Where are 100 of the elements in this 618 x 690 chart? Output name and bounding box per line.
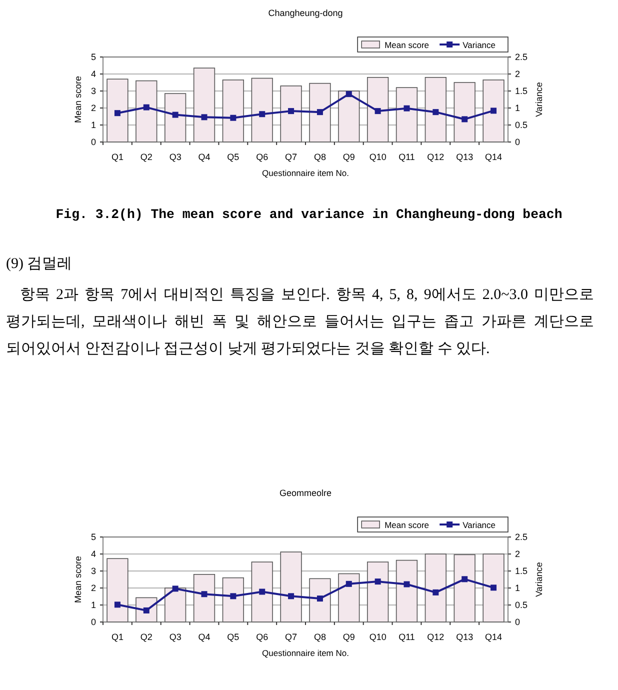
point — [404, 581, 410, 588]
point — [374, 578, 381, 585]
x-tick-label: Q8 — [314, 152, 326, 162]
bar — [424, 554, 446, 622]
x-tick-label: Q1 — [111, 152, 124, 162]
legend-label: Mean score — [384, 40, 430, 50]
y2-tick-label: 0.5 — [515, 120, 528, 130]
x-axis-title: Questionnaire item No. — [262, 648, 349, 658]
x-tick-label: Q4 — [198, 152, 210, 162]
bar — [280, 552, 302, 622]
point — [172, 586, 178, 592]
bar — [193, 574, 216, 622]
x-tick-label: Q7 — [285, 152, 298, 162]
y-tick-label: 4 — [90, 549, 96, 559]
y2-tick-label: 2 — [515, 69, 520, 79]
y-tick-label: 0 — [90, 137, 96, 147]
bar — [309, 82, 331, 142]
point — [201, 591, 208, 598]
point — [404, 105, 410, 112]
point — [462, 116, 468, 122]
y-tick-label: 5 — [90, 532, 96, 542]
y2-tick-label: 1.5 — [515, 566, 528, 576]
text: (9) 검멀레 — [6, 255, 72, 273]
point — [288, 108, 294, 114]
point — [374, 108, 381, 114]
point — [432, 109, 439, 116]
bar — [309, 578, 331, 622]
y2-axis-title: Variance — [534, 562, 544, 597]
bar — [367, 77, 389, 142]
point — [316, 596, 323, 602]
legend-label: Variance — [462, 520, 496, 530]
y-tick-label: 5 — [90, 52, 96, 62]
y-tick-label: 2 — [90, 103, 96, 113]
bar — [338, 90, 360, 142]
point — [316, 109, 323, 116]
bar — [136, 80, 158, 142]
x-tick-label: Q9 — [342, 152, 355, 162]
x-tick-label: Q6 — [256, 152, 268, 162]
x-tick-label: Q10 — [369, 632, 386, 642]
y-tick-label: 3 — [90, 86, 96, 96]
caption: Fig. 3.2(h) The mean score and variance in Changheung-dong beach — [54, 207, 564, 222]
bar — [338, 573, 360, 622]
y2-tick-label: 2 — [515, 549, 520, 559]
y-tick-label: 1 — [90, 120, 96, 130]
chart-title: Changheung-dong — [268, 8, 343, 18]
y2-tick-label: 2.5 — [515, 52, 528, 62]
bar — [193, 68, 216, 142]
y-tick-label: 2 — [90, 583, 96, 593]
bar — [222, 80, 244, 142]
bar — [454, 82, 476, 142]
bar — [106, 78, 128, 142]
x-tick-label: Q10 — [369, 152, 386, 162]
bar — [396, 560, 418, 622]
y-tick-label: 4 — [90, 69, 96, 79]
y2-tick-label: 1 — [515, 583, 520, 593]
point — [462, 576, 468, 582]
y-axis-title: Mean score — [73, 76, 83, 124]
text: 항목 2과 항목 7에서 대비적인 특징을 보인다. 항목 4, 5, 8, 9에서도 2.0~3.0 미만으로 평가되는데, 모래색이나 해빈 폭 및 해안으로 들어서는 입구는 좁고 가파른 계단으로 되어있어서 안전감이나 접근성이 낮게 평가되었다는 것을 확인할 수 있다. — [6, 286, 594, 359]
point — [114, 110, 120, 116]
x-tick-label: Q3 — [169, 152, 182, 162]
point — [114, 602, 120, 608]
y2-tick-label: 0.5 — [515, 600, 528, 610]
x-tick-label: Q11 — [398, 152, 415, 162]
bar — [106, 558, 128, 622]
x-tick-label: Q6 — [256, 632, 268, 642]
bar — [482, 554, 504, 622]
point — [288, 593, 294, 600]
legend-label: Mean score — [384, 520, 430, 530]
bar — [280, 86, 302, 142]
bar — [424, 77, 446, 142]
y-tick-label: 1 — [90, 600, 96, 610]
point — [432, 589, 439, 596]
point — [259, 111, 266, 118]
y-tick-label: 0 — [90, 617, 96, 627]
point — [346, 580, 352, 587]
x-tick-label: Q3 — [169, 632, 182, 642]
x-tick-label: Q14 — [485, 152, 502, 162]
bar — [367, 562, 389, 622]
x-tick-label: Q7 — [285, 632, 298, 642]
point — [490, 584, 497, 591]
legend-label: Variance — [462, 40, 496, 50]
bar — [222, 577, 244, 622]
point — [143, 104, 150, 110]
x-tick-label: Q2 — [140, 152, 152, 162]
x-tick-label: Q12 — [427, 152, 444, 162]
y2-tick-label: 0 — [515, 137, 520, 147]
x-tick-label: Q5 — [227, 632, 240, 642]
x-axis-title: Questionnaire item No. — [262, 168, 349, 178]
chart-title: Geommeolre — [279, 488, 332, 498]
point — [172, 112, 178, 118]
x-tick-label: Q2 — [140, 632, 152, 642]
y2-tick-label: 1.5 — [515, 86, 528, 96]
bar — [251, 78, 273, 142]
x-tick-label: Q8 — [314, 632, 326, 642]
bar — [164, 93, 186, 142]
y2-tick-label: 2.5 — [515, 532, 528, 542]
y-tick-label: 3 — [90, 566, 96, 576]
bar — [482, 80, 504, 142]
x-tick-label: Q13 — [456, 632, 474, 642]
bar — [396, 87, 418, 142]
